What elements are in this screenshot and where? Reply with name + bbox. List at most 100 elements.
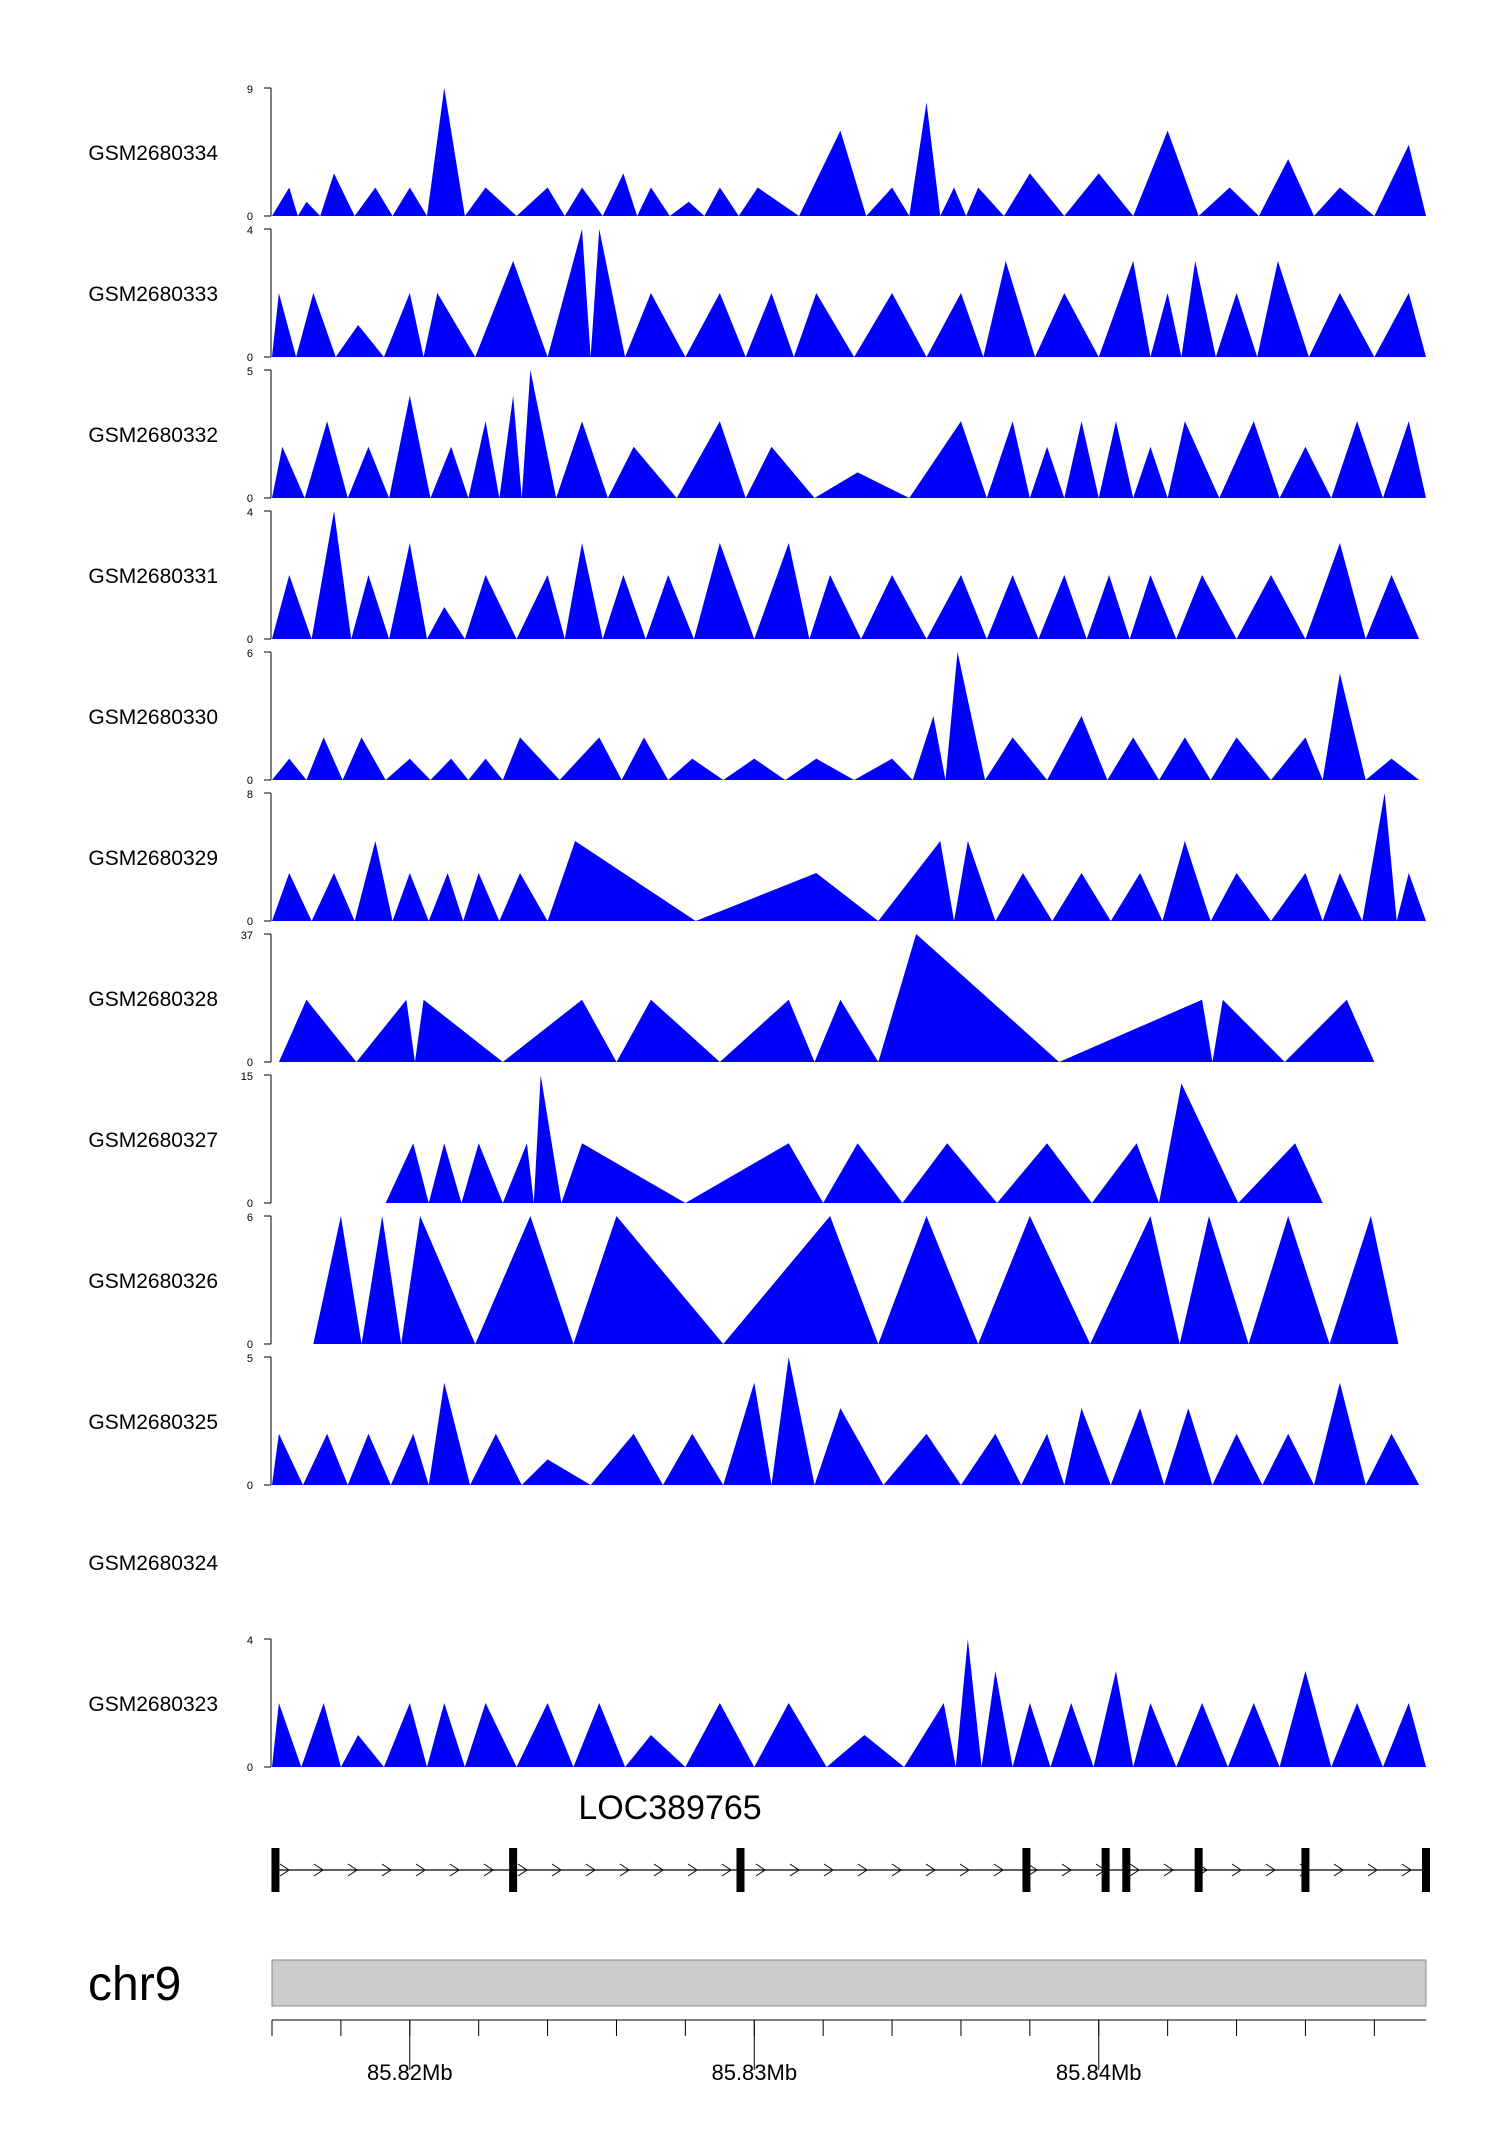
track-label: GSM2680334 [88,142,218,165]
coverage-peak [1257,261,1309,357]
coverage-peak [1093,1671,1134,1767]
coverage-peak [464,187,517,216]
coverage-peak [978,1216,1091,1344]
coverage-peak [306,737,343,780]
coverage-peak [668,758,724,780]
coverage-peak [475,261,548,357]
coverage-peak [1331,1703,1383,1767]
strand-arrow [415,1863,426,1877]
strand-arrow [1401,1863,1412,1877]
coverage-peak [909,421,987,498]
y-max-label: 37 [241,930,253,942]
coverage-peak [1059,999,1213,1062]
coverage-peak [1210,873,1271,921]
track-label: GSM2680326 [88,1270,218,1293]
coverage-peak [303,1433,348,1485]
coverage-peak [940,187,967,216]
coverage-peak [954,841,996,921]
coverage-peak [311,511,352,639]
y-max-label: 4 [247,225,253,237]
coverage-peak [356,999,415,1062]
coverage-peak [799,130,867,216]
ideogram-bar [271,1959,1427,2007]
coverage-peak [272,187,298,216]
coverage-peak [389,543,428,639]
coverage-peak [1110,1408,1165,1485]
coverage-peak [401,1216,476,1344]
coverage-peak [1279,1671,1332,1767]
track-GSM2680328: GSM2680328 37 0 [88,930,1375,1069]
coverage-peak [902,1143,998,1203]
coverage-peak [499,873,548,921]
coverage-peak [1365,1433,1420,1485]
coverage-peak [340,1735,384,1767]
strand-arrow [585,1863,596,1877]
coverage-peak [826,1735,905,1767]
coverage-peak [464,1703,517,1767]
track-label: GSM2680330 [88,706,218,729]
coverage-peak [912,716,946,780]
coverage-peak [475,1216,574,1344]
strand-arrow [1061,1863,1072,1877]
strand-arrow [483,1863,494,1877]
coverage-peak [1322,873,1363,921]
chromosome-label: chr9 [88,1958,181,2011]
coverage-peak [823,1143,903,1203]
coverage-peak [533,1075,562,1203]
coverage-peak [1258,159,1315,216]
coverage-peak [738,187,800,216]
coverage-peak [1382,1703,1426,1767]
track-GSM2680325: GSM2680325 5 0 [88,1353,1420,1492]
strand-arrow [1027,1863,1038,1877]
coverage-peak [745,293,794,357]
coverage-peak [428,873,464,921]
coverage-peak [1133,130,1199,216]
coverage-peak [719,999,815,1062]
coverage-peak [389,395,431,498]
exon-block [1022,1848,1031,1892]
coverage-peak [1219,421,1280,498]
coverage-peak [1284,999,1375,1062]
strand-arrow [653,1863,664,1877]
coverage-peak [616,999,720,1062]
coverage-peak [966,187,1005,216]
coverage-peak [427,1703,465,1767]
coverage-peak [793,293,855,357]
coverage-peak [1091,1143,1160,1203]
coverage-peak [1179,1216,1249,1344]
strand-arrow [687,1863,698,1877]
coverage-peak [986,575,1039,639]
coverage-peak [645,575,694,639]
coverage-peak [430,758,469,780]
coverage-peak [564,187,603,216]
coverage-peak [272,1433,304,1485]
coverage-peak [607,446,677,498]
y-min-label: 0 [247,1339,253,1351]
coverage-peak [685,1143,824,1203]
coverage-peak [502,999,617,1062]
strand-arrow [1231,1863,1242,1877]
strand-arrow [1129,1863,1140,1877]
track-GSM2680333: GSM2680333 4 0 [88,225,1426,364]
coverage-peak [1238,1143,1323,1203]
y-min-label: 0 [247,634,253,646]
y-min-label: 0 [247,352,253,364]
coverage-peak [1038,575,1087,639]
coverage-peak [1365,758,1420,780]
y-min-label: 0 [247,775,253,787]
coverage-peak [809,575,862,639]
coverage-peak [1210,737,1271,780]
strand-arrow [755,1863,766,1877]
coverage-peak [311,873,355,921]
coverage-peak [342,737,386,780]
coverage-peak [1305,543,1366,639]
coverage-peak [995,873,1053,921]
coverage-peak [1064,173,1134,216]
track-GSM2680329: GSM2680329 8 0 [88,789,1426,928]
coverage-peak [1181,261,1216,357]
track-GSM2680327: GSM2680327 15 0 [88,1071,1323,1210]
y-min-label: 0 [247,1057,253,1069]
coverage-peak [1164,1408,1213,1485]
y-max-label: 5 [247,1353,253,1365]
